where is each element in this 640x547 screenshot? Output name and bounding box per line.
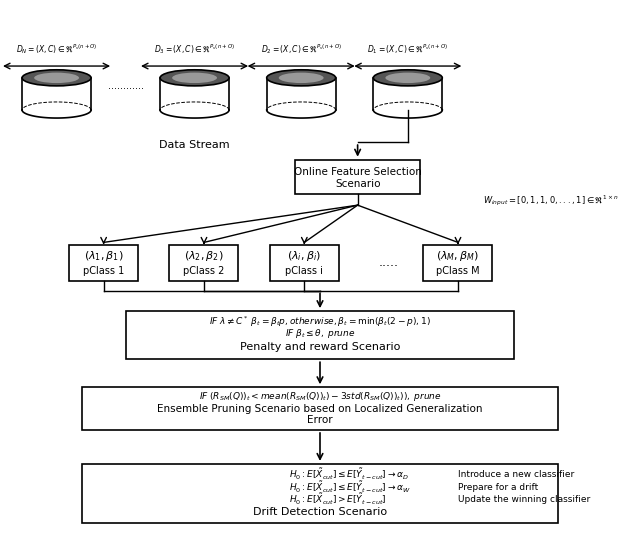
Text: Introduce a new classifier: Introduce a new classifier [458,470,574,479]
Bar [170,245,239,281]
Text: Prepare for a drift: Prepare for a drift [458,482,538,492]
Ellipse shape [279,73,324,83]
Text: $D_N = (X,C)\in\mathfrak{R}^{P_s(n+O)}$: $D_N = (X,C)\in\mathfrak{R}^{P_s(n+O)}$ [16,43,97,56]
Bar [160,78,229,110]
Text: $H_0: E[\tilde{X}_{cut}]\leq E[\tilde{Y}_{t-cut}]\rightarrow\alpha_W$: $H_0: E[\tilde{X}_{cut}]\leq E[\tilde{Y}… [289,480,410,494]
Bar [295,160,420,194]
Text: $IF\;\beta_t\leq\theta,\;prune$: $IF\;\beta_t\leq\theta,\;prune$ [285,327,355,340]
Text: $H_0: E[\tilde{X}_{cut}]\leq E[\tilde{Y}_{t-cut}]\rightarrow\alpha_D$: $H_0: E[\tilde{X}_{cut}]\leq E[\tilde{Y}… [289,467,409,482]
Text: pClass i: pClass i [285,266,323,276]
Text: $W_{input}=[0,1,1,0,...,1]\in\mathfrak{R}^{1\times n}$: $W_{input}=[0,1,1,0,...,1]\in\mathfrak{R… [483,194,619,208]
Text: pClass 2: pClass 2 [183,266,225,276]
Bar [69,245,138,281]
Text: Update the winning classifier: Update the winning classifier [458,495,590,504]
Text: ............: ............ [108,81,143,91]
Text: pClass M: pClass M [436,266,480,276]
Ellipse shape [160,70,229,86]
Text: pClass 1: pClass 1 [83,266,124,276]
Ellipse shape [385,73,430,83]
Bar [270,245,339,281]
Bar [424,245,492,281]
Text: Online Feature Selection: Online Feature Selection [294,167,422,177]
Text: $(\lambda_M,\beta_M)$: $(\lambda_M,\beta_M)$ [436,249,479,263]
Text: $D_1 = (X,C)\in\mathfrak{R}^{P_s(n+O)}$: $D_1 = (X,C)\in\mathfrak{R}^{P_s(n+O)}$ [367,43,448,56]
Text: $H_0: E[\tilde{X}_{cut}] > E[\tilde{Y}_{t-cut}]$: $H_0: E[\tilde{X}_{cut}] > E[\tilde{Y}_{… [289,492,387,507]
Bar [373,78,442,110]
Text: Ensemble Pruning Scenario based on Localized Generalization: Ensemble Pruning Scenario based on Local… [157,404,483,414]
Text: $(\lambda_2,\beta_2)$: $(\lambda_2,\beta_2)$ [184,249,224,263]
Text: .....: ..... [379,257,399,269]
Ellipse shape [22,70,91,86]
Bar [125,311,515,359]
Bar [267,78,336,110]
Text: $IF\;\lambda\neq C^*\;\beta_t = \beta_t p, otherwise, \beta_t = \min(\beta_t(2-p: $IF\;\lambda\neq C^*\;\beta_t = \beta_t … [209,315,431,329]
Ellipse shape [267,70,335,86]
Text: $D_3 = (X,C)\in\mathfrak{R}^{P_s(n+O)}$: $D_3 = (X,C)\in\mathfrak{R}^{P_s(n+O)}$ [154,43,235,56]
Text: Data Stream: Data Stream [159,140,230,150]
Text: $(\lambda_1,\beta_1)$: $(\lambda_1,\beta_1)$ [84,249,124,263]
Text: $(\lambda_i,\beta_i)$: $(\lambda_i,\beta_i)$ [287,249,321,263]
Text: $D_2 = (X,C)\in\mathfrak{R}^{P_s(n+O)}$: $D_2 = (X,C)\in\mathfrak{R}^{P_s(n+O)}$ [260,43,342,56]
Text: Drift Detection Scenario: Drift Detection Scenario [253,507,387,517]
Bar [22,78,91,110]
Ellipse shape [172,73,217,83]
Bar [82,464,558,523]
Bar [82,387,558,430]
Text: $IF\;(R_{SM}(Q))_t < mean(R_{SM}(Q))_t) - 3std(R_{SM}(Q))_t)),\;prune$: $IF\;(R_{SM}(Q))_t < mean(R_{SM}(Q))_t) … [198,391,442,403]
Ellipse shape [34,73,79,83]
Ellipse shape [373,70,442,86]
Text: Penalty and reward Scenario: Penalty and reward Scenario [240,342,400,352]
Text: Scenario: Scenario [335,179,380,189]
Text: Error: Error [307,415,333,426]
